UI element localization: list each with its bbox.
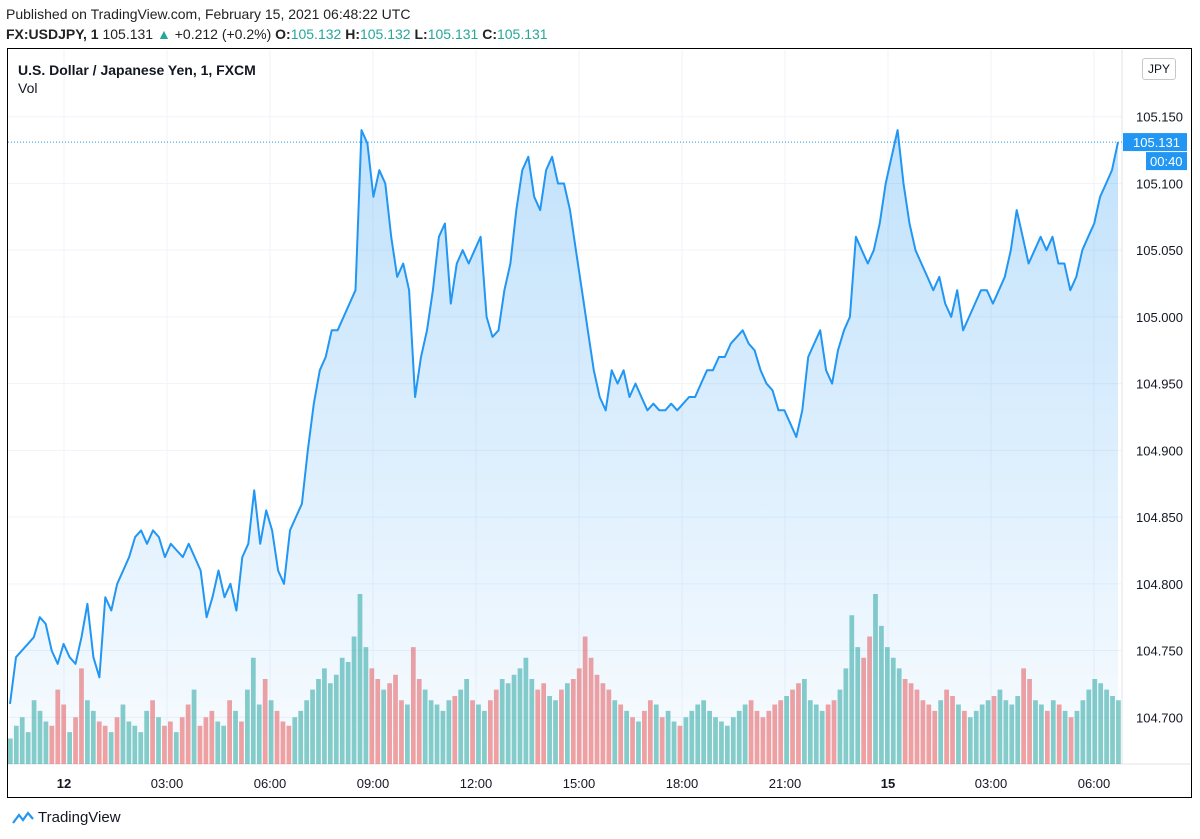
volume-bar [1116, 700, 1121, 764]
symbol-label: FX:USDJPY, 1 [6, 26, 99, 42]
price-line [9, 129, 1119, 705]
close-value: 105.131 [496, 26, 548, 42]
x-tick-label: 03:00 [975, 776, 1008, 791]
close-label: C: [482, 26, 497, 42]
chart-title: U.S. Dollar / Japanese Yen, 1, FXCM [18, 62, 256, 78]
low-value: 105.131 [427, 26, 479, 42]
price-axis[interactable]: 104.700 104.750 104.800 104.850 104.900 104.9… [1136, 110, 1183, 726]
x-tick-label: 03:00 [151, 776, 184, 791]
x-tick-label: 12 [57, 776, 71, 791]
x-tick-label: 21:00 [769, 776, 802, 791]
tradingview-logo-icon [12, 810, 34, 824]
y-tick-label: 105.150 [1136, 110, 1183, 125]
currency-badge[interactable]: JPY [1142, 58, 1176, 80]
x-tick-label: 15:00 [563, 776, 596, 791]
last-price-label: 105.131 00:40 [1123, 133, 1187, 171]
x-tick-label: 12:00 [460, 776, 493, 791]
footer-brand-label: TradingView [38, 809, 121, 826]
low-label: L: [414, 26, 428, 42]
x-tick-label: 06:00 [254, 776, 287, 791]
chart-frame [7, 48, 1192, 798]
price-area-fill [10, 130, 1118, 765]
y-tick-label: 104.850 [1136, 510, 1183, 525]
x-tick-label: 09:00 [357, 776, 390, 791]
open-label: O: [275, 26, 291, 42]
y-tick-label: 105.100 [1136, 176, 1183, 191]
last-price: 105.131 [102, 26, 154, 42]
last-price-box [1123, 133, 1187, 152]
published-info: Published on TradingView.com, February 1… [6, 6, 411, 22]
x-tick-label: 18:00 [666, 776, 699, 791]
time-axis[interactable]: 12 03:00 06:00 09:00 12:00 15:00 18:00 21:00 15 0… [57, 776, 1111, 791]
countdown-value: 00:40 [1150, 154, 1183, 169]
up-arrow-icon: ▲ [156, 26, 171, 42]
y-tick-label: 105.000 [1136, 310, 1183, 325]
y-tick-label: 105.050 [1136, 243, 1183, 258]
x-tick-label: 15 [881, 776, 895, 791]
last-price-value: 105.131 [1133, 135, 1180, 150]
y-tick-label: 104.750 [1136, 644, 1183, 659]
high-value: 105.132 [359, 26, 411, 42]
price-area [8, 129, 1122, 765]
volume-legend: Vol [18, 80, 38, 96]
x-tick-label: 06:00 [1078, 776, 1111, 791]
y-tick-label: 104.900 [1136, 443, 1183, 458]
countdown-box [1146, 152, 1187, 171]
open-value: 105.132 [290, 26, 342, 42]
y-tick-label: 104.700 [1136, 710, 1183, 725]
y-tick-label: 104.800 [1136, 577, 1183, 592]
high-label: H: [345, 26, 360, 42]
y-tick-label: 104.950 [1136, 377, 1183, 392]
quote-bar: FX:USDJPY, 1 105.131 ▲ +0.212 (+0.2%) O:… [6, 26, 548, 42]
change-value: +0.212 (+0.2%) [174, 26, 272, 42]
footer-brand[interactable]: TradingView [12, 809, 121, 826]
